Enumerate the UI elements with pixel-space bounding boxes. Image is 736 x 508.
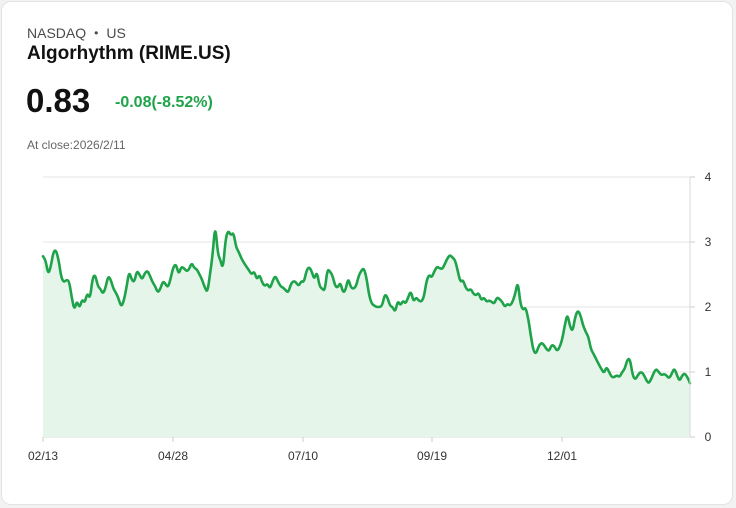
- x-tick-label: 09/19: [417, 449, 447, 463]
- x-axis: 02/13 04/28 07/10 09/19 12/01: [28, 437, 577, 463]
- stock-name: Algorhythm (RIME.US): [27, 43, 231, 64]
- line-layer: [41, 230, 692, 385]
- area-layer: [43, 231, 690, 437]
- y-tick-label: 4: [705, 170, 712, 184]
- x-tick-label: 02/13: [28, 449, 58, 463]
- y-tick-label: 1: [705, 365, 712, 379]
- y-tick-label: 2: [705, 300, 712, 314]
- exchange-line: NASDAQ • US: [27, 25, 126, 41]
- exchange-label: NASDAQ: [27, 25, 87, 41]
- y-tick-label: 3: [705, 235, 712, 249]
- price-change: -0.08(-8.52%): [115, 94, 213, 111]
- y-tick-label: 0: [705, 430, 712, 444]
- x-tick-label: 12/01: [547, 449, 577, 463]
- separator-dot: •: [94, 26, 99, 40]
- series-area: [43, 231, 690, 437]
- y-axis: 0 1 2 3 4: [689, 170, 712, 444]
- current-price: 0.83: [26, 82, 91, 119]
- x-tick-label: 07/10: [288, 449, 318, 463]
- series-line: [41, 230, 692, 385]
- close-date: At close:2026/2/11: [27, 138, 126, 152]
- x-tick-label: 04/28: [158, 449, 188, 463]
- region-label: US: [106, 25, 126, 41]
